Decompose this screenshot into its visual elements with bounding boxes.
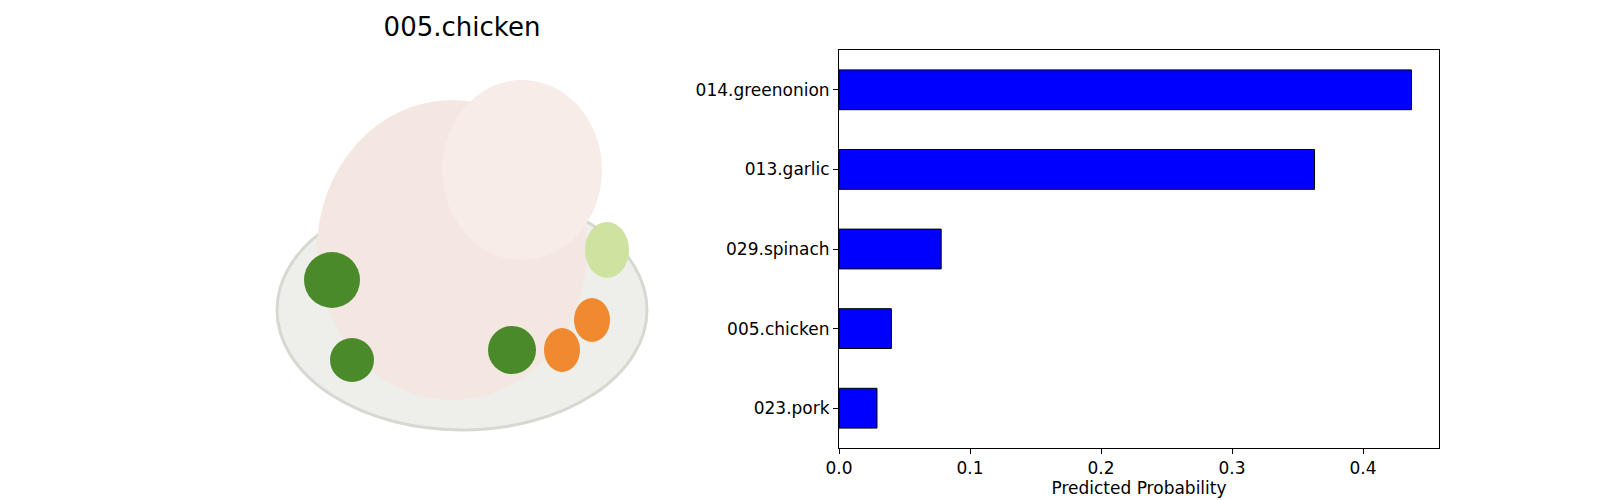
svg-text:023.pork: 023.pork [754,398,830,418]
svg-text:0.2: 0.2 [1087,458,1114,478]
html-text:005.chicken: 005.chicken [383,12,541,42]
svg-text:0.0: 0.0 [825,458,852,478]
svg-text:0.1: 0.1 [956,458,983,478]
svg-text:029.spinach: 029.spinach [726,239,830,259]
svg-text:0.3: 0.3 [1218,458,1245,478]
svg-text:014.greenonion: 014.greenonion [696,80,830,100]
svg-text:Predicted Probability: Predicted Probability [1051,478,1226,498]
svg-text:0.4: 0.4 [1349,458,1376,478]
svg-text:013.garlic: 013.garlic [745,159,830,179]
svg-text:005.chicken: 005.chicken [727,319,830,339]
